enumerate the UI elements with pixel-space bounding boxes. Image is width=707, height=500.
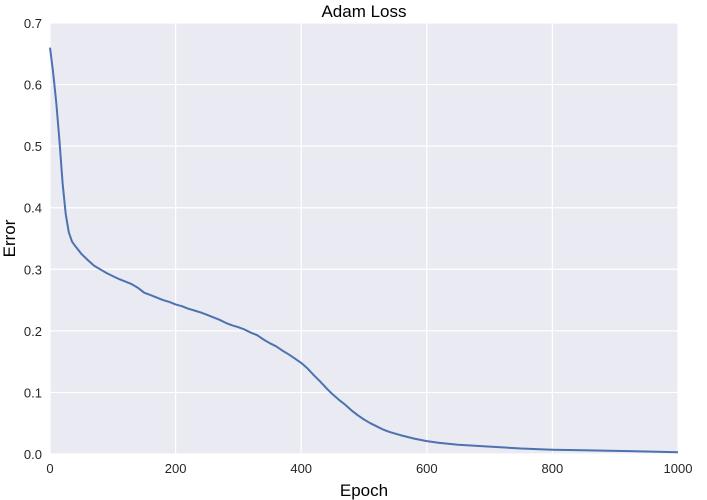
x-tick-label: 800 <box>542 461 564 476</box>
series-layer <box>49 47 679 454</box>
y-tick-label: 0.7 <box>24 16 42 31</box>
y-axis-ticks: 0.0 0.1 0.2 0.3 0.4 0.5 0.6 0.7 <box>24 16 42 462</box>
x-tick-label: 200 <box>165 461 187 476</box>
y-tick-label: 0.2 <box>24 324 42 339</box>
y-tick-label: 0.6 <box>24 78 42 93</box>
y-axis-label: Error <box>0 219 19 257</box>
loss-line-series-0 <box>49 47 679 454</box>
y-tick-label: 0.5 <box>24 139 42 154</box>
x-tick-label: 0 <box>46 461 53 476</box>
chart-title: Adam Loss <box>321 2 406 21</box>
plot-background <box>50 23 678 454</box>
x-axis-label: Epoch <box>340 481 388 500</box>
x-tick-label: 400 <box>290 461 312 476</box>
x-tick-label: 1000 <box>664 461 693 476</box>
y-tick-label: 0.4 <box>24 201 42 216</box>
x-axis-ticks: 0 200 400 600 800 1000 <box>46 461 692 476</box>
y-tick-label: 0.3 <box>24 262 42 277</box>
y-tick-label: 0.1 <box>24 385 42 400</box>
x-tick-label: 600 <box>416 461 438 476</box>
grid-lines <box>49 22 679 455</box>
y-tick-label: 0.0 <box>24 447 42 462</box>
